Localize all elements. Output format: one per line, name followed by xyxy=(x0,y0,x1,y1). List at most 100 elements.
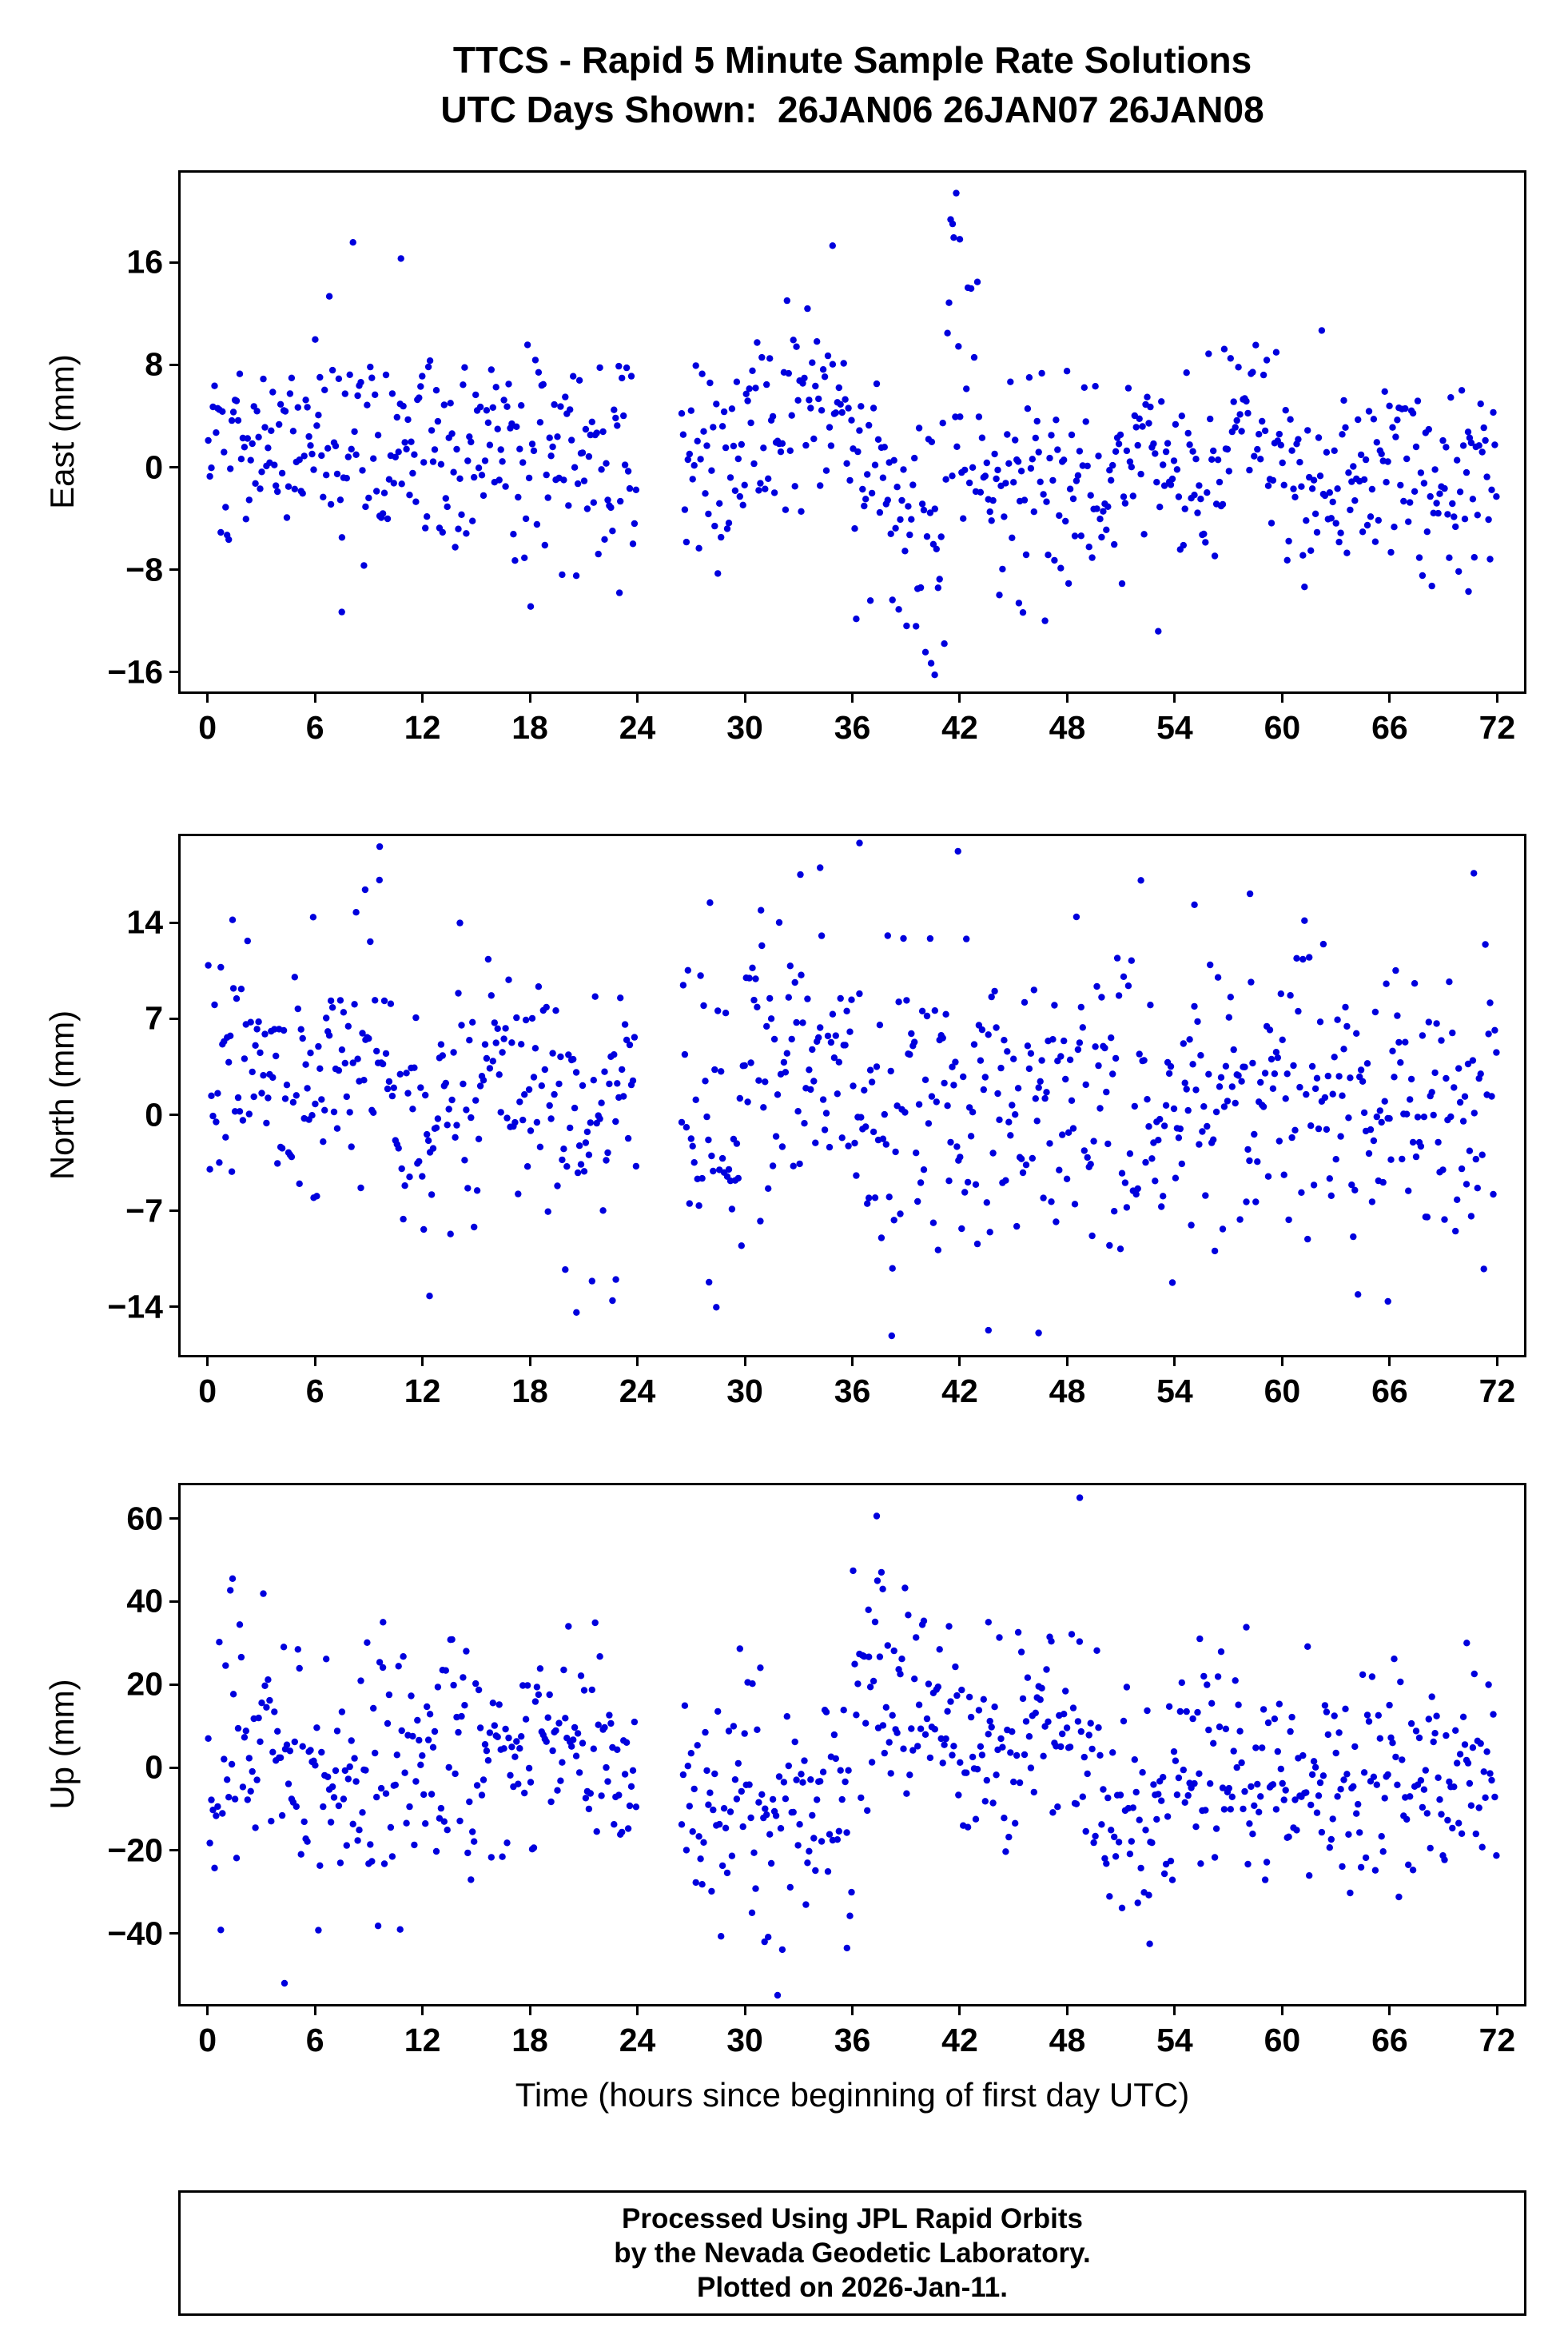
scatter-svg xyxy=(205,1494,1500,1999)
x-tick-label: 60 xyxy=(1264,709,1301,746)
y-tick-label: 8 xyxy=(145,345,163,383)
x-tick-mark xyxy=(851,1355,854,1366)
y-tick-mark xyxy=(169,1600,181,1603)
x-tick-mark xyxy=(1173,691,1176,703)
y-tick-mark xyxy=(169,1305,181,1309)
x-tick-label: 30 xyxy=(726,709,763,746)
x-tick-label: 48 xyxy=(1049,1373,1086,1409)
x-tick-mark xyxy=(1495,1355,1498,1366)
x-tick-label: 12 xyxy=(404,1373,441,1409)
footer-line-3: Plotted on 2026-Jan-11. xyxy=(696,2272,1009,2303)
y-tick-mark xyxy=(169,1114,181,1117)
x-tick-label: 18 xyxy=(511,709,548,746)
x-tick-mark xyxy=(421,691,424,703)
x-tick-label: 0 xyxy=(198,1373,217,1409)
x-tick-mark xyxy=(1495,691,1498,703)
x-tick-label: 60 xyxy=(1264,1373,1301,1409)
x-tick-label: 12 xyxy=(404,2022,441,2058)
y-tick-label: −7 xyxy=(125,1192,163,1229)
y-tick-label: 0 xyxy=(145,1748,163,1786)
x-tick-label: 66 xyxy=(1371,2022,1408,2058)
x-tick-mark xyxy=(1065,2004,1069,2015)
x-tick-label: 72 xyxy=(1478,1373,1516,1409)
plot-frame-east: 0 6 12 18 24 30 36 42 48 54 60 66 72 −16 −8 0 8 16 xyxy=(107,170,1526,746)
x-tick-mark xyxy=(421,2004,424,2015)
x-tick-mark xyxy=(636,1355,639,1366)
y-tick-mark xyxy=(169,921,181,924)
x-tick-label: 18 xyxy=(511,2022,548,2058)
x-tick-label: 6 xyxy=(305,709,324,746)
x-tick-mark xyxy=(206,2004,209,2015)
x-tick-label: 24 xyxy=(619,709,656,746)
x-tick-label: 6 xyxy=(305,2022,324,2058)
y-tick-mark xyxy=(169,1683,181,1686)
footer-box: Processed Using JPL Rapid Orbits by the … xyxy=(178,2190,1526,2316)
scatter-points xyxy=(205,839,1500,1340)
y-tick-mark xyxy=(169,363,181,366)
x-tick-mark xyxy=(1065,1355,1069,1366)
x-tick-label: 48 xyxy=(1049,2022,1086,2058)
y-tick-label: −14 xyxy=(107,1288,163,1325)
y-axis-label-up: Up (mm) xyxy=(43,1679,81,1810)
y-tick-mark xyxy=(169,1932,181,1935)
x-tick-label: 66 xyxy=(1371,709,1408,746)
x-tick-mark xyxy=(528,2004,531,2015)
y-tick-label: 14 xyxy=(126,903,163,941)
y-tick-mark xyxy=(169,261,181,264)
chart-title: TTCS - Rapid 5 Minute Sample Rate Soluti… xyxy=(452,39,1252,81)
x-tick-label: 6 xyxy=(305,1373,324,1409)
x-tick-label: 60 xyxy=(1264,2022,1301,2058)
panel-north: North (mm) 0 6 12 18 24 30 36 42 48 54 60 66 72 −14 −7… xyxy=(0,834,1568,1409)
scatter-points xyxy=(205,1494,1500,1999)
x-tick-label: 36 xyxy=(834,2022,871,2058)
x-tick-mark xyxy=(206,1355,209,1366)
x-tick-label: 18 xyxy=(511,1373,548,1409)
x-tick-mark xyxy=(1388,691,1391,703)
y-tick-mark xyxy=(169,1517,181,1520)
x-tick-label: 54 xyxy=(1156,709,1193,746)
x-tick-label: 24 xyxy=(619,2022,656,2058)
x-tick-label: 66 xyxy=(1371,1373,1408,1409)
y-tick-label: 0 xyxy=(145,1096,163,1134)
x-axis-label: Time (hours since beginning of first day… xyxy=(515,2076,1190,2114)
y-tick-label: 16 xyxy=(126,243,163,281)
x-tick-label: 54 xyxy=(1156,2022,1193,2058)
y-tick-mark xyxy=(169,568,181,572)
x-tick-mark xyxy=(528,691,531,703)
x-tick-label: 72 xyxy=(1478,709,1516,746)
x-tick-mark xyxy=(743,1355,746,1366)
x-tick-mark xyxy=(313,2004,316,2015)
y-tick-label: 40 xyxy=(126,1582,163,1620)
x-tick-mark xyxy=(851,2004,854,2015)
x-tick-mark xyxy=(206,691,209,703)
y-tick-label: 20 xyxy=(126,1665,163,1703)
y-tick-label: 7 xyxy=(145,999,163,1037)
y-axis-label-east: East (mm) xyxy=(43,354,81,509)
x-tick-label: 30 xyxy=(726,2022,763,2058)
x-tick-mark xyxy=(1280,1355,1283,1366)
x-tick-mark xyxy=(743,691,746,703)
x-tick-mark xyxy=(958,1355,961,1366)
x-tick-mark xyxy=(958,691,961,703)
x-tick-label: 24 xyxy=(619,1373,656,1409)
x-tick-mark xyxy=(1065,691,1069,703)
y-tick-mark xyxy=(169,466,181,469)
x-tick-label: 12 xyxy=(404,709,441,746)
plot-frame-up: 0 6 12 18 24 30 36 42 48 54 60 66 72 −40 −20 0 20 40 60 xyxy=(107,1483,1526,2058)
y-tick-label: −40 xyxy=(107,1915,163,1952)
x-tick-label: 42 xyxy=(941,1373,978,1409)
x-tick-label: 0 xyxy=(198,2022,217,2058)
x-tick-mark xyxy=(1388,2004,1391,2015)
footer-line-1: Processed Using JPL Rapid Orbits xyxy=(621,2203,1084,2234)
y-tick-mark xyxy=(169,671,181,674)
scatter-points xyxy=(205,189,1500,679)
x-tick-mark xyxy=(1388,1355,1391,1366)
x-tick-mark xyxy=(1173,1355,1176,1366)
x-tick-label: 36 xyxy=(834,1373,871,1409)
x-tick-label: 0 xyxy=(198,709,217,746)
scatter-svg xyxy=(205,839,1500,1340)
x-tick-mark xyxy=(636,691,639,703)
y-tick-mark xyxy=(169,1766,181,1769)
y-tick-label: −20 xyxy=(107,1831,163,1869)
x-tick-label: 36 xyxy=(834,709,871,746)
